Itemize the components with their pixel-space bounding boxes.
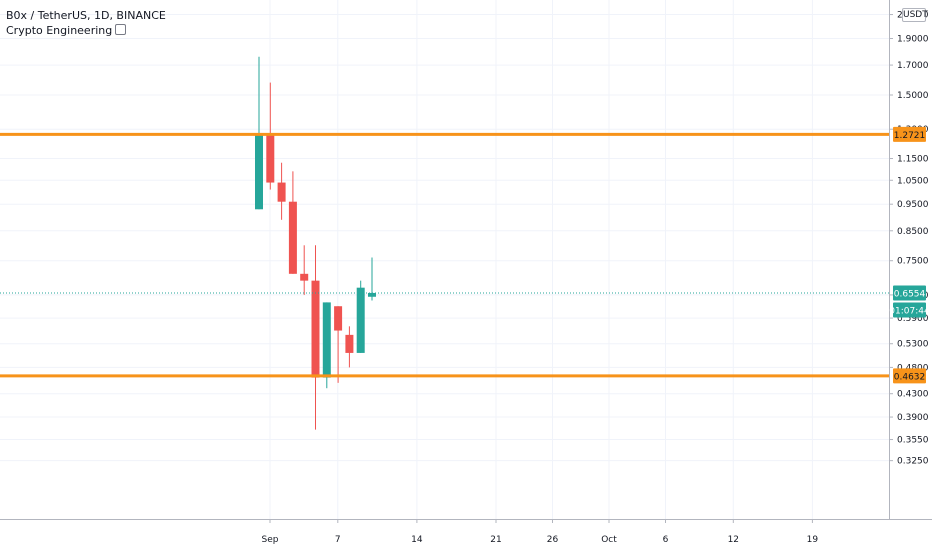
support-price-tag-text: 0.4632 xyxy=(894,372,926,382)
candle-body xyxy=(334,306,343,331)
candle-body xyxy=(322,302,331,378)
candle-body xyxy=(356,287,365,353)
candle[interactable] xyxy=(311,245,320,430)
price-tick-label: 0.9500 xyxy=(897,200,929,210)
candle-body xyxy=(288,201,297,274)
indicator-settings-icon[interactable] xyxy=(115,24,127,35)
candle-body xyxy=(368,292,376,297)
price-tick-label: 0.4300 xyxy=(897,390,929,400)
time-tick-label: 7 xyxy=(335,535,341,545)
price-tick-label: 1.0500 xyxy=(897,176,929,186)
candle[interactable] xyxy=(356,280,365,353)
candle-body xyxy=(255,134,263,210)
chart-grid xyxy=(0,0,889,519)
time-tick-label: 26 xyxy=(547,535,559,545)
time-tick-label: Oct xyxy=(601,535,617,545)
candle-body xyxy=(300,273,309,281)
time-tick-label: 12 xyxy=(728,535,739,545)
currency-label[interactable]: USDT xyxy=(902,8,928,22)
support-price-tag-background xyxy=(893,368,926,384)
symbol-title[interactable]: B0x / TetherUS, 1D, BINANCE xyxy=(6,9,166,22)
price-tick-label: 0.3900 xyxy=(897,413,929,423)
bar-countdown-tag-background xyxy=(893,302,926,318)
candle[interactable] xyxy=(300,245,309,295)
time-tick-label: 21 xyxy=(490,535,501,545)
candle-body xyxy=(277,182,286,202)
price-tick-label: 0.3250 xyxy=(897,457,929,467)
time-axis[interactable]: Sep 7 14 21 26 Oct 6 12 19 xyxy=(262,519,819,545)
indicator-legend[interactable]: Crypto Engineering xyxy=(6,24,127,37)
time-tick-label: 19 xyxy=(807,535,819,545)
candle[interactable] xyxy=(288,171,297,274)
time-tick-label: 6 xyxy=(663,535,669,545)
candle[interactable] xyxy=(322,302,331,389)
price-tick-label: 0.5900 xyxy=(897,314,929,324)
horizontal-levels[interactable] xyxy=(0,132,889,378)
time-tick-label: 14 xyxy=(411,535,423,545)
price-tick-label: 0.3550 xyxy=(897,436,929,446)
candle[interactable] xyxy=(334,306,343,383)
last-price-tag-text: 0.6554 xyxy=(894,289,926,299)
price-tick-label: 1.5000 xyxy=(897,91,929,101)
candle-body xyxy=(345,334,354,353)
last-price-tag: 0.6554 xyxy=(893,285,926,301)
support-price-tag: 0.4632 xyxy=(893,368,926,384)
resistance-price-tag-text: 1.2721 xyxy=(894,131,926,141)
price-axis[interactable]: 2.10001.90001.70001.50001.30001.15001.05… xyxy=(889,11,929,467)
price-tick-label: 1.1500 xyxy=(897,155,929,165)
candle[interactable] xyxy=(266,82,275,190)
candle[interactable] xyxy=(368,257,376,301)
candlestick-series[interactable] xyxy=(255,56,376,430)
resistance-price-tag: 1.2721 xyxy=(893,126,926,142)
candle[interactable] xyxy=(345,326,354,368)
price-tick-label: 1.7000 xyxy=(897,61,929,71)
price-tick-label: 0.5300 xyxy=(897,340,929,350)
candle[interactable] xyxy=(277,162,286,220)
price-tags: 1.2721 0.4632 0.6554 01:07:44 xyxy=(889,126,930,384)
resistance-price-tag-background xyxy=(893,126,926,142)
candle-body xyxy=(266,134,275,183)
price-tick-label: 1.9000 xyxy=(897,34,929,44)
candle-body xyxy=(311,280,320,378)
indicator-name: Crypto Engineering xyxy=(6,24,113,37)
price-tick-label: 0.7500 xyxy=(897,257,929,267)
bar-countdown-tag-text: 01:07:44 xyxy=(889,306,930,316)
last-price-tag-background xyxy=(893,285,926,301)
price-tick-label: 0.8500 xyxy=(897,227,929,237)
price-tick-label: 0.4800 xyxy=(897,363,929,373)
time-tick-label: Sep xyxy=(262,535,279,545)
bar-countdown-tag: 01:07:44 xyxy=(889,302,930,318)
